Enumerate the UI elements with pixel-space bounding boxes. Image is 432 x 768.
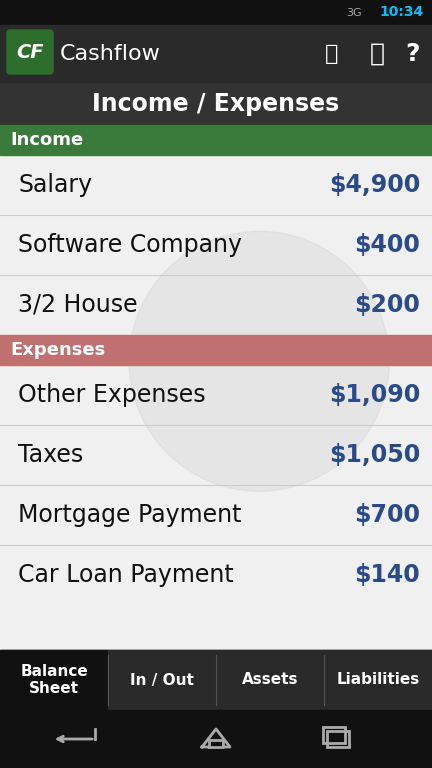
Text: ?: ?: [406, 42, 420, 66]
Text: Software Company: Software Company: [18, 233, 242, 257]
Bar: [108, 650, 216, 710]
Text: Mortgage Payment: Mortgage Payment: [18, 503, 241, 527]
Text: CF: CF: [16, 42, 44, 61]
Text: 3G: 3G: [346, 8, 362, 18]
Bar: [209, 740, 223, 747]
Bar: [0, 83, 432, 125]
Text: Expenses: Expenses: [10, 341, 105, 359]
Text: Balance
Sheet: Balance Sheet: [20, 664, 88, 697]
Text: $1,050: $1,050: [329, 443, 420, 467]
Text: $200: $200: [354, 293, 420, 317]
Bar: [327, 731, 349, 747]
Bar: [0, 0, 432, 25]
Bar: [323, 727, 345, 743]
Text: Income / Expenses: Income / Expenses: [92, 92, 340, 116]
Text: $4,900: $4,900: [329, 173, 420, 197]
Text: 3/2 House: 3/2 House: [18, 293, 138, 317]
Text: $700: $700: [354, 503, 420, 527]
Text: Liabilities: Liabilities: [337, 673, 419, 687]
Bar: [216, 650, 324, 710]
Text: Other Expenses: Other Expenses: [18, 383, 206, 407]
Text: Taxes: Taxes: [18, 443, 83, 467]
Text: Assets: Assets: [242, 673, 298, 687]
Bar: [0, 650, 108, 710]
Circle shape: [129, 231, 389, 492]
Text: 👥: 👥: [325, 44, 339, 64]
FancyBboxPatch shape: [7, 30, 53, 74]
Text: 10:34: 10:34: [380, 5, 424, 19]
Bar: [0, 335, 432, 365]
Bar: [0, 25, 432, 83]
Text: Car Loan Payment: Car Loan Payment: [18, 563, 234, 587]
Bar: [0, 650, 432, 710]
Bar: [324, 650, 432, 710]
Text: Salary: Salary: [18, 173, 92, 197]
Text: Income: Income: [10, 131, 83, 149]
Text: 🖫: 🖫: [369, 42, 384, 66]
Bar: [0, 710, 432, 768]
Text: $140: $140: [354, 563, 420, 587]
Text: In / Out: In / Out: [130, 673, 194, 687]
Text: $1,090: $1,090: [329, 383, 420, 407]
Bar: [0, 125, 432, 155]
Text: $400: $400: [354, 233, 420, 257]
Text: Cashflow: Cashflow: [60, 44, 161, 64]
Bar: [0, 125, 432, 650]
